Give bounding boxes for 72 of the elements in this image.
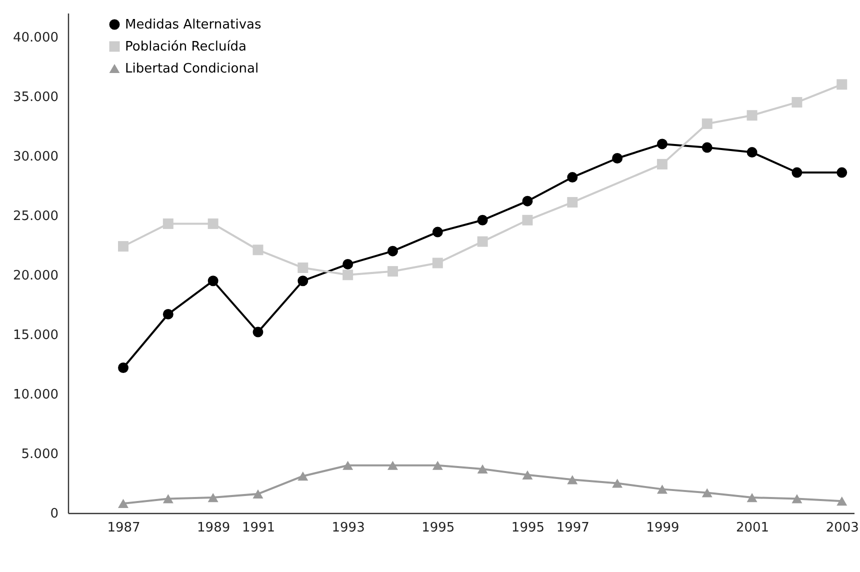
y-tick-label: 40.000 bbox=[13, 30, 58, 46]
point bbox=[432, 258, 443, 268]
legend-label: Libertad Condicional bbox=[125, 62, 259, 76]
x-tick-label: 1993 bbox=[332, 520, 365, 536]
point bbox=[162, 494, 174, 504]
point bbox=[298, 262, 308, 274]
point bbox=[522, 470, 533, 480]
point bbox=[342, 460, 354, 470]
point bbox=[567, 197, 578, 208]
point bbox=[612, 153, 623, 164]
point bbox=[387, 246, 398, 256]
point bbox=[746, 492, 758, 502]
point bbox=[792, 494, 802, 504]
point bbox=[118, 241, 128, 252]
point bbox=[567, 475, 578, 484]
point bbox=[522, 214, 533, 226]
x-tick-label: 1987 bbox=[107, 520, 140, 536]
x-tick-label: 1995 bbox=[422, 520, 455, 536]
point bbox=[477, 214, 488, 226]
point bbox=[298, 472, 308, 481]
point bbox=[746, 147, 758, 158]
legend-label: Medidas Alternativas bbox=[125, 18, 262, 32]
point bbox=[836, 79, 848, 90]
point bbox=[836, 496, 848, 506]
point bbox=[656, 158, 668, 170]
x-tick-label: 1995 bbox=[511, 520, 545, 536]
point bbox=[522, 196, 533, 206]
point bbox=[162, 308, 174, 320]
y-tick-label: 30.000 bbox=[13, 149, 58, 164]
point bbox=[792, 167, 802, 178]
point bbox=[702, 488, 712, 498]
point bbox=[612, 478, 623, 488]
x-tick-label: 2001 bbox=[736, 520, 770, 536]
y-tick-label: 5.000 bbox=[21, 446, 58, 462]
x-tick-label: 1989 bbox=[197, 520, 230, 536]
point bbox=[162, 218, 174, 229]
legend-label: Población Recluída bbox=[125, 40, 247, 54]
point bbox=[477, 464, 488, 474]
x-tick-label: 1999 bbox=[646, 520, 680, 536]
y-tick-label: 25.000 bbox=[13, 208, 58, 224]
point bbox=[432, 460, 443, 470]
y-tick-label: 35.000 bbox=[13, 90, 58, 105]
y-tick-label: 10.000 bbox=[13, 387, 58, 402]
y-tick-label: 15.000 bbox=[13, 328, 58, 343]
point bbox=[656, 138, 668, 150]
point bbox=[252, 244, 264, 256]
point bbox=[118, 498, 128, 508]
point bbox=[656, 484, 668, 494]
point bbox=[342, 258, 354, 270]
point bbox=[208, 218, 218, 229]
x-tick-label: 1997 bbox=[556, 520, 590, 536]
point bbox=[702, 142, 712, 153]
y-tick-label: 20.000 bbox=[13, 268, 58, 284]
point bbox=[387, 460, 398, 470]
point bbox=[342, 270, 354, 280]
point bbox=[746, 110, 758, 121]
point bbox=[298, 276, 308, 286]
point bbox=[836, 167, 848, 178]
y-tick-label: 0 bbox=[50, 506, 58, 522]
point bbox=[252, 326, 264, 338]
point bbox=[477, 236, 488, 247]
x-tick-label: 1991 bbox=[242, 520, 276, 536]
point bbox=[387, 266, 398, 277]
point bbox=[792, 97, 802, 108]
point bbox=[252, 489, 264, 498]
x-tick-label: 2003 bbox=[826, 520, 859, 536]
point bbox=[118, 362, 128, 373]
point bbox=[432, 226, 443, 238]
point bbox=[208, 492, 218, 502]
point bbox=[567, 172, 578, 183]
point bbox=[702, 118, 712, 129]
point bbox=[208, 276, 218, 286]
